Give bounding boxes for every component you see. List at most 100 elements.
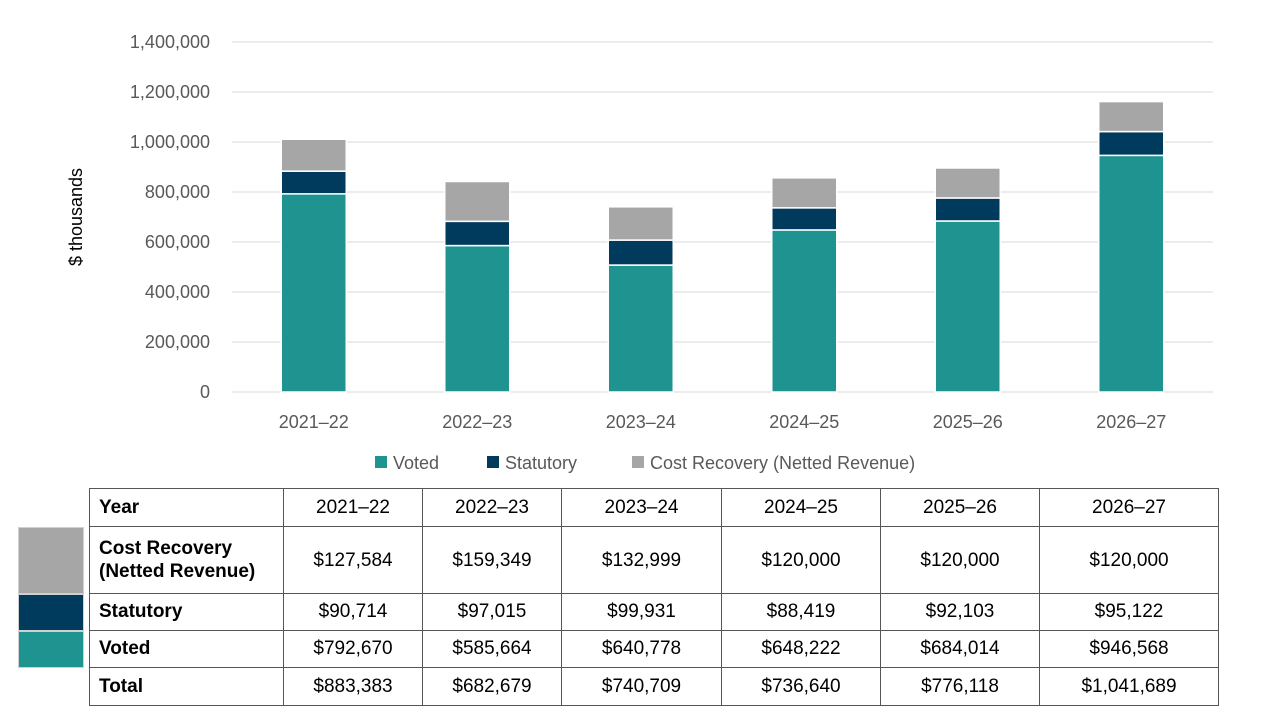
table-color-swatches — [18, 527, 84, 668]
bar-stack — [1098, 100, 1165, 393]
table-cell: $88,419 — [721, 593, 881, 631]
table-row-statutory: Statutory $90,714 $97,015 $99,931 $88,41… — [89, 593, 1219, 631]
bar-voted — [607, 264, 674, 393]
bar-stack — [607, 206, 674, 393]
table-cell: $120,000 — [721, 526, 881, 594]
table-cell: $159,349 — [422, 526, 562, 594]
bar-cost — [1098, 100, 1165, 133]
y-axis-ticks: 0 200,000 400,000 600,000 800,000 1,000,000 1,… — [130, 32, 210, 402]
y-tick-label: 0 — [200, 382, 210, 402]
legend-item: Cost Recovery (Netted Revenue) — [632, 453, 915, 473]
table-cell: $585,664 — [422, 630, 562, 668]
legend-label: Statutory — [505, 453, 577, 473]
data-table: Year 2021–22 2022–23 2023–24 2024–25 202… — [89, 488, 1219, 706]
table-cell: $99,931 — [561, 593, 722, 631]
table-cell: $127,584 — [283, 526, 423, 594]
header-year: 2025–26 — [880, 488, 1040, 527]
table-cell: $97,015 — [422, 593, 562, 631]
row-label-line: Cost Recovery — [99, 538, 233, 559]
bar-voted — [934, 220, 1001, 393]
bar-statutory — [607, 239, 674, 266]
bar-voted — [444, 244, 511, 393]
y-tick-label: 400,000 — [145, 282, 210, 302]
table-cell: $740,709 — [561, 667, 722, 706]
swatch-statutory — [18, 594, 84, 631]
y-tick-label: 1,200,000 — [130, 82, 210, 102]
stacked-bar-chart: 0 200,000 400,000 600,000 800,000 1,000,000 1,… — [66, 32, 1213, 473]
bar-voted — [280, 193, 347, 393]
row-label-cost-recovery: Cost Recovery (Netted Revenue) — [89, 526, 284, 594]
table-cell: $648,222 — [721, 630, 881, 668]
x-tick-label: 2023–24 — [606, 412, 676, 432]
header-year: 2023–24 — [561, 488, 722, 527]
legend-item: Voted — [375, 453, 439, 473]
table-cell: $120,000 — [880, 526, 1040, 594]
table-cell: $120,000 — [1039, 526, 1219, 594]
bar-stack — [771, 177, 838, 393]
bar-cost — [280, 138, 347, 172]
y-tick-label: 200,000 — [145, 332, 210, 352]
bars — [280, 100, 1165, 393]
table-cell: $946,568 — [1039, 630, 1219, 668]
header-year: 2021–22 — [283, 488, 423, 527]
legend-item: Statutory — [487, 453, 577, 473]
table-cell: $736,640 — [721, 667, 881, 706]
y-tick-label: 1,000,000 — [130, 132, 210, 152]
bar-stack — [280, 138, 347, 393]
table-row-cost-recovery: Cost Recovery (Netted Revenue) $127,584 … — [89, 526, 1219, 594]
x-tick-label: 2022–23 — [442, 412, 512, 432]
table-cell: $640,778 — [561, 630, 722, 668]
bar-statutory — [444, 220, 511, 247]
legend-swatch — [487, 456, 499, 468]
legend-label: Voted — [393, 453, 439, 473]
gridlines — [232, 41, 1213, 393]
swatch-voted — [18, 631, 84, 668]
legend-swatch — [375, 456, 387, 468]
x-tick-label: 2024–25 — [769, 412, 839, 432]
swatch-cost-recovery — [18, 527, 84, 594]
bar-cost — [934, 167, 1001, 199]
legend: Voted Statutory Cost Recovery (Netted Reve… — [375, 453, 915, 473]
bar-statutory — [771, 207, 838, 231]
x-tick-label: 2026–27 — [1096, 412, 1166, 432]
x-tick-label: 2021–22 — [279, 412, 349, 432]
y-axis-label: $ thousands — [66, 168, 86, 266]
table-cell: $90,714 — [283, 593, 423, 631]
x-tick-label: 2025–26 — [933, 412, 1003, 432]
table-cell: $684,014 — [880, 630, 1040, 668]
bar-statutory — [934, 197, 1001, 222]
legend-swatch — [632, 456, 644, 468]
bar-cost — [444, 180, 511, 223]
table-row-voted: Voted $792,670 $585,664 $640,778 $648,22… — [89, 630, 1219, 668]
bar-stack — [934, 167, 1001, 393]
bar-stack — [444, 180, 511, 393]
table-cell: $792,670 — [283, 630, 423, 668]
bar-statutory — [1098, 130, 1165, 157]
row-label-statutory: Statutory — [89, 593, 284, 631]
row-label-voted: Voted — [89, 630, 284, 668]
bar-cost — [607, 206, 674, 241]
header-year-label: Year — [89, 488, 284, 527]
bar-cost — [771, 177, 838, 209]
table-cell: $883,383 — [283, 667, 423, 706]
table-cell: $132,999 — [561, 526, 722, 594]
table-cell: $776,118 — [880, 667, 1040, 706]
bar-voted — [1098, 154, 1165, 393]
y-tick-label: 600,000 — [145, 232, 210, 252]
y-tick-label: 1,400,000 — [130, 32, 210, 52]
row-label-total: Total — [89, 667, 284, 706]
bar-voted — [771, 229, 838, 393]
table-cell: $682,679 — [422, 667, 562, 706]
header-year: 2026–27 — [1039, 488, 1219, 527]
table-cell: $1,041,689 — [1039, 667, 1219, 706]
table-cell: $95,122 — [1039, 593, 1219, 631]
table-cell: $92,103 — [880, 593, 1040, 631]
legend-label: Cost Recovery (Netted Revenue) — [650, 453, 915, 473]
header-year: 2024–25 — [721, 488, 881, 527]
row-label-line: (Netted Revenue) — [99, 561, 256, 582]
header-year: 2022–23 — [422, 488, 562, 527]
y-tick-label: 800,000 — [145, 182, 210, 202]
table-row-total: Total $883,383 $682,679 $740,709 $736,64… — [89, 667, 1219, 706]
bar-statutory — [280, 170, 347, 195]
table-header-row: Year 2021–22 2022–23 2023–24 2024–25 202… — [89, 488, 1219, 527]
